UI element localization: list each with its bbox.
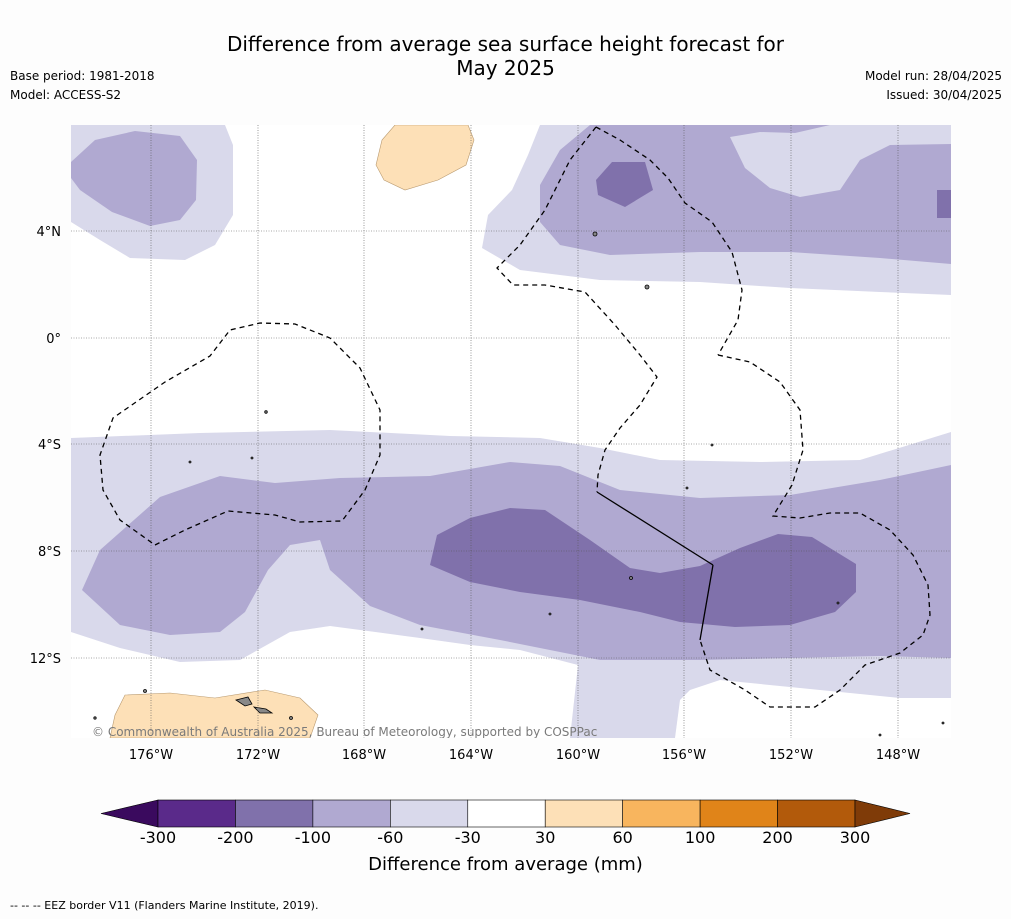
- colorbar-arrow-low: [100, 799, 159, 828]
- island-dot: [644, 284, 650, 290]
- meta-left: Base period: 1981-2018 Model: ACCESS-S2: [10, 67, 155, 105]
- island-dot: [685, 486, 689, 490]
- island-dot: [878, 733, 882, 737]
- anomaly-region-ne-mid: [540, 125, 951, 264]
- colorbar-tick-label: -300: [139, 828, 177, 847]
- island-dot: [420, 627, 424, 631]
- island-dot: [836, 601, 840, 605]
- colorbar-tick-label: -30: [454, 828, 481, 847]
- anomaly-region-ne-dark: [596, 162, 653, 207]
- colorbar-title: Difference from average (mm): [368, 854, 643, 875]
- island-dot: [289, 716, 293, 720]
- colorbar-segment: [467, 799, 546, 828]
- colorbar-segment: [235, 799, 314, 828]
- colorbar-tick-label: 30: [535, 828, 556, 847]
- anomaly-region-ne-edge-dark: [937, 190, 951, 218]
- model-run: Model run: 28/04/2025: [864, 69, 1002, 83]
- longitude-labels: 176°W 172°W 168°W 164°W 160°W 156°W 152°…: [129, 748, 920, 763]
- island-dot: [710, 443, 714, 447]
- island-dot: [548, 612, 552, 616]
- colorbar-segment: [312, 799, 391, 828]
- lat-label-12s: 12°S: [30, 652, 61, 667]
- eez-border-east: [699, 354, 931, 708]
- colorbar-arrow-high: [854, 799, 911, 828]
- island-dot: [250, 456, 254, 460]
- eez-border-west: [99, 322, 381, 546]
- anomaly-region-south-orange: [109, 689, 319, 738]
- colorbar-tick-label: -100: [294, 828, 332, 847]
- lon-label-156w: 156°W: [662, 748, 706, 763]
- lon-label-152w: 152°W: [769, 748, 813, 763]
- island-dot: [93, 716, 97, 720]
- eez-border-solid: [596, 491, 714, 641]
- lon-label-172w: 172°W: [236, 748, 280, 763]
- latitude-labels: 4°N 0° 4°S 8°S 12°S: [30, 225, 61, 667]
- map-title: Difference from average sea surface heig…: [0, 32, 1011, 80]
- colorbar-tick-label: -60: [377, 828, 404, 847]
- island-dot: [188, 460, 192, 464]
- lon-label-148w: 148°W: [876, 748, 920, 763]
- colorbar-tick-label: -200: [217, 828, 254, 847]
- lon-label-160w: 160°W: [556, 748, 600, 763]
- lat-label-4n: 4°N: [37, 225, 62, 240]
- island-dot: [629, 576, 633, 580]
- colorbar-tick-label: 200: [762, 828, 793, 847]
- lon-label-176w: 176°W: [129, 748, 173, 763]
- title-line-2: May 2025: [456, 56, 555, 80]
- title-line-1: Difference from average sea surface heig…: [226, 32, 785, 56]
- lon-label-164w: 164°W: [449, 748, 493, 763]
- colorbar-segment: [390, 799, 469, 828]
- lat-label-8s: 8°S: [38, 545, 61, 560]
- meta-right: Model run: 28/04/2025 Issued: 30/04/2025: [865, 67, 1002, 105]
- map-field: © Commonwealth of Australia 2025, Bureau…: [71, 125, 951, 739]
- anomaly-region-south-dark: [430, 508, 856, 627]
- colorbar-segment: [622, 799, 701, 828]
- colorbar-tick-label: 60: [612, 828, 633, 847]
- map: © Commonwealth of Australia 2025, Bureau…: [30, 125, 951, 828]
- copyright-notice: © Commonwealth of Australia 2025, Bureau…: [92, 725, 597, 739]
- anomaly-region-nw-mid: [71, 131, 197, 226]
- base-period: Base period: 1981-2018: [10, 69, 155, 83]
- island-dot: [941, 721, 945, 725]
- colorbar-segment: [157, 799, 236, 828]
- lon-label-168w: 168°W: [342, 748, 386, 763]
- colorbar-tick-label: 300: [839, 828, 871, 847]
- island-large: [235, 696, 253, 707]
- islands: [93, 231, 945, 737]
- gridlines: [71, 125, 951, 738]
- island-dot: [592, 231, 598, 237]
- colorbar-segment: [699, 799, 778, 828]
- island-dot: [264, 410, 268, 414]
- eez-footnote: -- -- -- EEZ border V11 (Flanders Marine…: [10, 899, 319, 912]
- lat-label-0: 0°: [46, 332, 61, 347]
- lat-label-4s: 4°S: [38, 438, 61, 453]
- issued-date: Issued: 30/04/2025: [886, 88, 1002, 102]
- eez-border-north-west: [496, 126, 658, 493]
- colorbar: [100, 799, 911, 828]
- colorbar-segment: [777, 799, 856, 828]
- colorbar-tick-label: 100: [684, 828, 716, 847]
- eez-borders: [99, 126, 931, 708]
- model-name: Model: ACCESS-S2: [10, 88, 122, 102]
- island-dot: [143, 689, 147, 693]
- colorbar-segment: [544, 799, 623, 828]
- eez-border-north: [595, 126, 743, 356]
